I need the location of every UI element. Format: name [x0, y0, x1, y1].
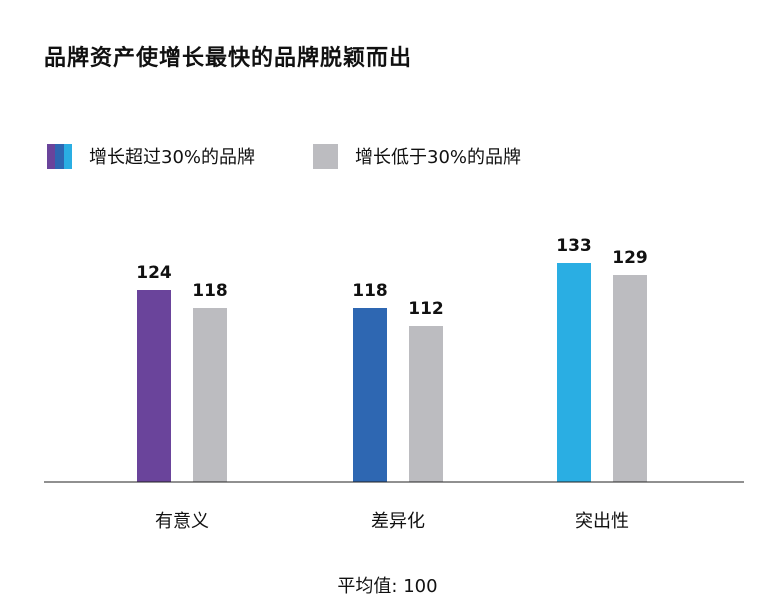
data-label: 112: [408, 299, 444, 319]
bar-1-0: [353, 308, 387, 482]
data-label: 118: [352, 281, 388, 301]
bar-2-0: [557, 263, 591, 482]
data-label: 124: [136, 263, 172, 283]
bar-1-1: [409, 326, 443, 482]
bar-2-1: [613, 275, 647, 482]
data-label: 133: [556, 236, 592, 256]
category-label: 差异化: [371, 511, 425, 532]
legend-swatch-gray: [313, 143, 338, 169]
legend-swatch-multicolor: [47, 143, 72, 169]
legend-item-below-30: 增长低于30%的品牌: [313, 143, 521, 169]
legend-item-above-30: 增长超过30%的品牌: [47, 143, 255, 169]
chart-title: 品牌资产使增长最快的品牌脱颖而出: [44, 46, 413, 71]
bar-0-0: [137, 290, 171, 482]
bar-0-1: [193, 308, 227, 482]
legend-label: 增长低于30%的品牌: [355, 147, 522, 168]
category-label: 突出性: [575, 511, 629, 532]
data-label: 129: [612, 248, 648, 268]
legend-label: 增长超过30%的品牌: [89, 147, 256, 168]
category-label: 有意义: [155, 511, 209, 532]
data-label: 118: [192, 281, 228, 301]
footnote: 平均值: 100: [337, 576, 438, 597]
